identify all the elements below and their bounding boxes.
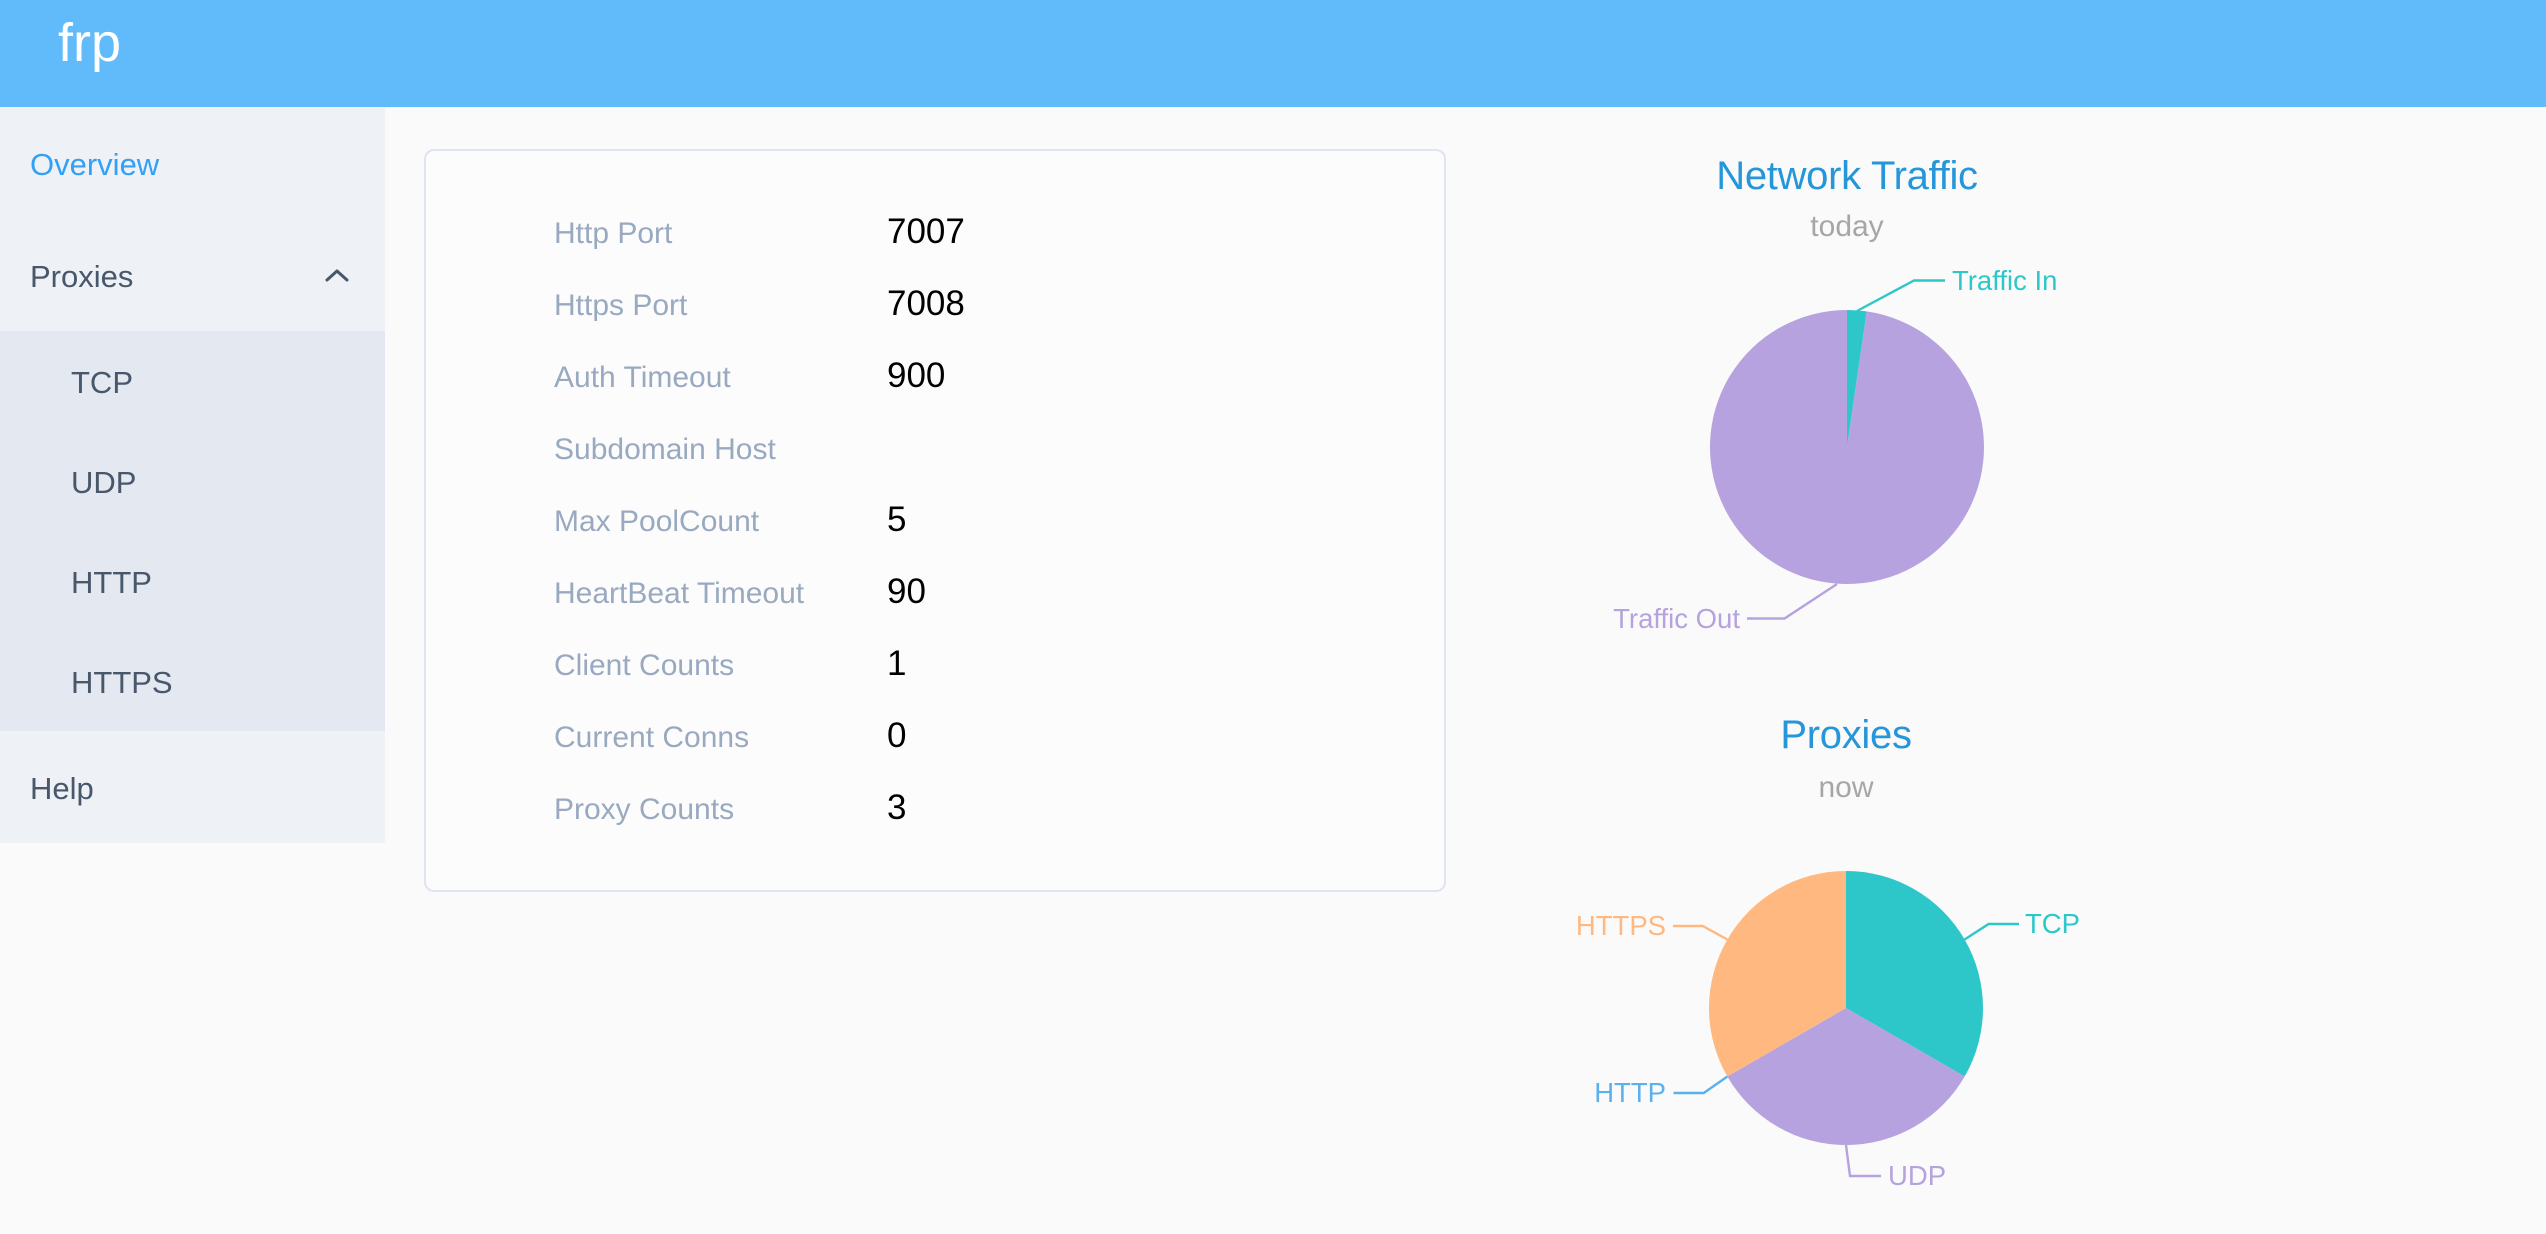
- info-label: Max PoolCount: [554, 505, 760, 538]
- brand-logo[interactable]: frp: [58, 13, 122, 73]
- pie-label-traffic-in: Traffic In: [1952, 265, 2057, 296]
- info-row-auth-timeout: Auth Timeout 900: [426, 340, 1444, 412]
- sidebar-item-label: UDP: [71, 465, 137, 500]
- sidebar-item-label: Overview: [30, 147, 160, 182]
- sidebar-item-https[interactable]: HTTPS: [0, 631, 385, 731]
- info-row-max-poolcount: Max PoolCount 5: [426, 484, 1444, 556]
- sidebar-item-proxies[interactable]: Proxies: [0, 219, 385, 331]
- network-traffic-pie-chart: Network Traffic today Traffic In Traffic Ou…: [1613, 154, 2057, 634]
- info-row-current-conns: Current Conns 0: [426, 700, 1444, 772]
- sidebar-item-label: Help: [30, 771, 94, 806]
- header: frp: [0, 0, 2546, 107]
- sidebar-item-overview[interactable]: Overview: [0, 107, 385, 219]
- sidebar-item-udp[interactable]: UDP: [0, 431, 385, 531]
- pie-label-line: [1844, 1144, 1881, 1178]
- info-value: 1: [887, 644, 907, 683]
- pie-label-line: [1747, 582, 1838, 620]
- info-value: 7008: [887, 284, 965, 323]
- info-value: 7007: [887, 212, 965, 251]
- pie-slice-udp: [1727, 1008, 1965, 1146]
- sidebar-item-label: HTTPS: [71, 665, 173, 700]
- info-value: 5: [887, 500, 907, 539]
- sidebar-item-label: Proxies: [30, 259, 134, 294]
- info-value: 0: [887, 716, 907, 755]
- info-row-subdomain-host: Subdomain Host: [426, 412, 1444, 484]
- pie-label-http: HTTP: [1594, 1077, 1666, 1108]
- info-label: Client Counts: [554, 649, 735, 682]
- pie-label-line: [1673, 924, 1728, 941]
- chart-title: Network Traffic: [1716, 154, 1978, 198]
- pie-label-udp: UDP: [1888, 1160, 1946, 1191]
- pie-label-https: HTTPS: [1576, 910, 1666, 941]
- chart-title: Proxies: [1780, 713, 1911, 757]
- chevron-up-icon: [325, 269, 349, 281]
- pie-slice-tcp: [1846, 871, 1984, 1077]
- sidebar-item-label: HTTP: [71, 565, 152, 600]
- info-value: 3: [887, 788, 907, 827]
- proxies-pie-chart: Proxies now TCP UDP HTTP HTTPS: [1576, 713, 2080, 1191]
- info-row-https-port: Https Port 7008: [426, 268, 1444, 340]
- sidebar-item-help[interactable]: Help: [0, 731, 385, 843]
- sidebar-submenu-proxies: TCP UDP HTTP HTTPS: [0, 331, 385, 731]
- info-row-heartbeat-timeout: HeartBeat Timeout 90: [426, 556, 1444, 628]
- sidebar-item-label: TCP: [71, 365, 133, 400]
- info-label: Subdomain Host: [554, 433, 776, 466]
- info-row-http-port: Http Port 7007: [426, 196, 1444, 268]
- pie-label-line: [1673, 1075, 1729, 1095]
- pie-slice-https: [1708, 871, 1846, 1077]
- chart-subtitle: now: [1818, 771, 1873, 804]
- sidebar-item-http[interactable]: HTTP: [0, 531, 385, 631]
- sidebar: Overview Proxies TCP UDP HTTP HTTPS Help: [0, 107, 385, 843]
- pie-slice-traffic-out: [1709, 310, 1984, 584]
- pie-slice-traffic-in: [1847, 310, 1867, 447]
- pie-label-tcp: TCP: [2025, 908, 2080, 939]
- info-label: HeartBeat Timeout: [554, 577, 805, 610]
- info-label: Http Port: [554, 217, 673, 250]
- sidebar-item-tcp[interactable]: TCP: [0, 331, 385, 431]
- chart-subtitle: today: [1810, 210, 1883, 243]
- info-label: Proxy Counts: [554, 793, 735, 826]
- info-row-proxy-counts: Proxy Counts 3: [426, 772, 1444, 844]
- info-label: Auth Timeout: [554, 361, 731, 394]
- pie-label-line: [1856, 279, 1945, 313]
- pie-label-line: [1963, 922, 2019, 941]
- info-value: 90: [887, 572, 926, 611]
- info-label: Current Conns: [554, 721, 750, 754]
- info-value: 900: [887, 356, 946, 395]
- info-label: Https Port: [554, 289, 688, 322]
- server-info-panel: Http Port 7007 Https Port 7008 Auth Timeou…: [424, 149, 1446, 892]
- info-row-client-counts: Client Counts 1: [426, 628, 1444, 700]
- pie-label-traffic-out: Traffic Out: [1613, 603, 1740, 634]
